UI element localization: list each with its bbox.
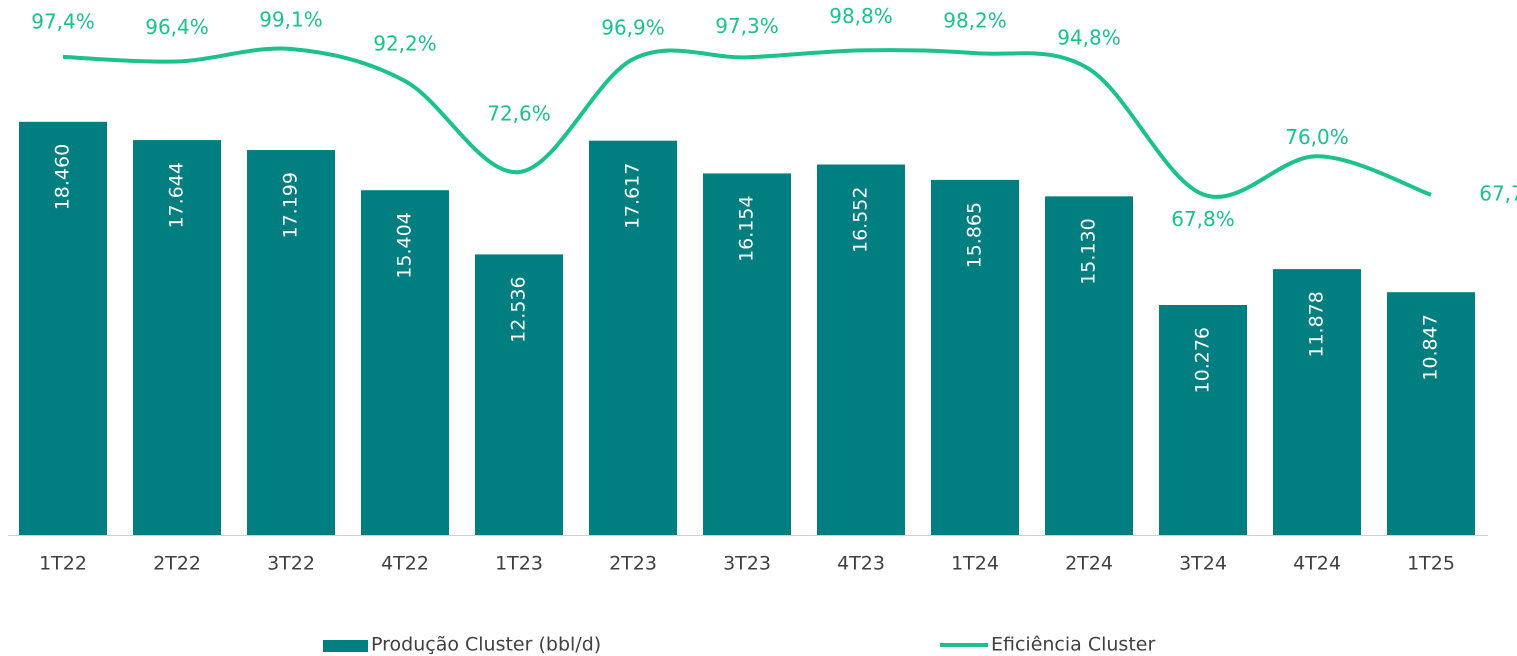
x-tick-label: 2T23 xyxy=(609,553,657,575)
line-value-label: 98,2% xyxy=(943,9,1007,33)
bar xyxy=(703,173,791,536)
legend-label: Eficiência Cluster xyxy=(991,634,1155,656)
x-tick-label: 1T23 xyxy=(495,553,543,575)
line-value-label: 97,4% xyxy=(31,9,95,33)
x-tick-label: 4T23 xyxy=(837,553,885,575)
bar xyxy=(1387,292,1475,535)
line-value-label: 94,8% xyxy=(1057,25,1121,49)
bar xyxy=(133,140,221,536)
x-tick-label: 2T24 xyxy=(1065,553,1113,575)
x-tick-label: 4T22 xyxy=(381,553,429,575)
x-tick-label: 1T25 xyxy=(1407,553,1455,575)
line-value-label: 92,2% xyxy=(373,32,437,56)
bar-value-label: 12.536 xyxy=(508,276,530,342)
line xyxy=(62,46,1432,199)
bar-value-label: 17.644 xyxy=(166,162,188,228)
x-tick-label: 3T24 xyxy=(1179,553,1227,575)
x-tick-label: 3T23 xyxy=(723,553,771,575)
bar xyxy=(361,190,449,536)
line-value-label: 96,4% xyxy=(145,15,209,39)
x-tick-label: 4T24 xyxy=(1293,553,1341,575)
line-value-label: 98,8% xyxy=(829,4,893,28)
bar-value-label: 17.617 xyxy=(622,163,644,229)
legend-label: Produção Cluster (bbl/d) xyxy=(371,634,601,656)
legend-swatch-bar xyxy=(323,640,368,652)
bar xyxy=(19,121,107,535)
bar xyxy=(1273,269,1361,535)
bar xyxy=(247,150,335,535)
x-tick-label: 2T22 xyxy=(153,553,201,575)
x-tick-label: 1T24 xyxy=(951,553,999,575)
bar-value-label: 11.878 xyxy=(1306,291,1328,357)
bar xyxy=(931,179,1019,535)
x-tick-label: 3T22 xyxy=(267,553,315,575)
bar xyxy=(475,254,563,535)
bar xyxy=(589,140,677,535)
bar-value-label: 15.404 xyxy=(394,212,416,278)
bar-value-label: 17.199 xyxy=(280,172,302,238)
bar-value-label: 18.460 xyxy=(52,144,74,210)
bar xyxy=(817,164,905,535)
bar-value-label: 16.154 xyxy=(736,195,758,261)
line-value-label: 76,0% xyxy=(1285,125,1349,149)
bar xyxy=(1159,304,1247,535)
bar xyxy=(1045,196,1133,536)
line-value-label: 67,8% xyxy=(1171,207,1235,231)
line-value-label: 72,6% xyxy=(487,102,551,126)
line-value-label: 67,7% xyxy=(1479,181,1517,205)
bar-value-label: 10.847 xyxy=(1420,314,1442,380)
line-value-label: 99,1% xyxy=(259,7,323,31)
bar-value-label: 10.276 xyxy=(1192,327,1214,393)
bar-value-label: 15.865 xyxy=(964,202,986,268)
x-tick-label: 1T22 xyxy=(39,553,87,575)
bar-value-label: 15.130 xyxy=(1078,218,1100,284)
line-value-label: 97,3% xyxy=(715,14,779,38)
bar-value-label: 16.552 xyxy=(850,187,872,253)
line-value-label: 96,9% xyxy=(601,16,665,40)
